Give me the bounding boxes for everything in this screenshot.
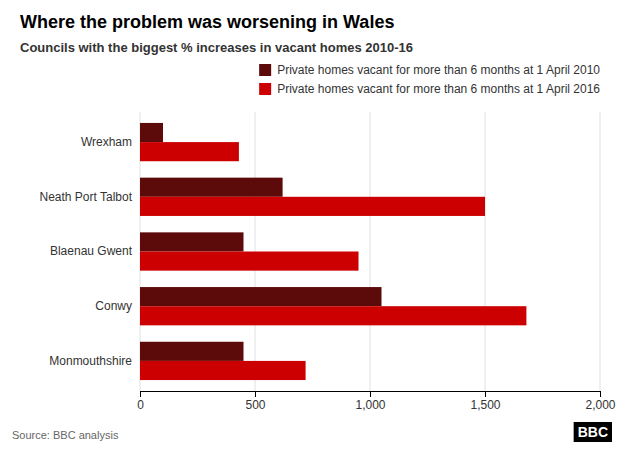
- x-tick: 0: [137, 391, 144, 412]
- chart: Where the problem was worsening in Wales…: [0, 0, 624, 449]
- bar: [140, 361, 306, 380]
- bars: [140, 123, 526, 380]
- y-tick-label: Neath Port Talbot: [39, 190, 132, 204]
- x-tick: 1,500: [470, 391, 500, 412]
- y-axis: Wrexham Neath Port Talbot Blaenau Gwent Con…: [39, 135, 140, 368]
- x-tick-mark: [140, 391, 141, 397]
- plot-area: 0 500 1,000 1,500 2,000 Wrexham Neath Port Tal…: [39, 112, 615, 412]
- source: Source: BBC analysis: [12, 429, 119, 441]
- y-tick-label: Blaenau Gwent: [50, 244, 133, 258]
- y-tick-label: Wrexham: [81, 135, 132, 149]
- logo: BBC: [574, 422, 612, 442]
- x-tick-mark: [485, 391, 486, 397]
- bar: [140, 306, 526, 325]
- x-axis: 0 500 1,000 1,500 2,000: [137, 391, 616, 412]
- legend-label: Private homes vacant for more than 6 mon…: [277, 82, 600, 96]
- y-tick: Conwy: [95, 299, 140, 313]
- grid-line: [485, 112, 486, 391]
- x-tick-label: 1,000: [355, 398, 385, 412]
- x-tick-mark: [255, 391, 256, 397]
- x-tick: 1,000: [355, 391, 385, 412]
- series: [140, 142, 526, 380]
- y-tick: Monmouthshire: [49, 354, 140, 368]
- title: Where the problem was worsening in Wales: [20, 12, 394, 32]
- x-tick-label: 0: [137, 398, 144, 412]
- legend: Private homes vacant for more than 6 mon…: [259, 63, 600, 96]
- bar: [140, 123, 163, 142]
- grid-line: [600, 112, 601, 391]
- bar: [140, 252, 359, 271]
- y-tick: Wrexham: [81, 135, 140, 149]
- grid: [140, 112, 600, 391]
- legend-label: Private homes vacant for more than 6 mon…: [277, 63, 600, 77]
- x-tick-label: 500: [245, 398, 265, 412]
- legend-swatch: [259, 83, 271, 95]
- y-tick: Neath Port Talbot: [39, 190, 140, 204]
- x-axis-line: [141, 392, 601, 398]
- x-tick-mark: [370, 391, 371, 397]
- y-tick-label: Conwy: [95, 299, 132, 313]
- legend-item: Private homes vacant for more than 6 mon…: [259, 82, 600, 96]
- subtitle: Councils with the biggest % increases in…: [20, 40, 413, 55]
- y-tick: Blaenau Gwent: [50, 244, 140, 258]
- bar: [140, 232, 244, 251]
- bar: [140, 287, 382, 306]
- legend-swatch: [259, 64, 271, 76]
- bar: [140, 178, 283, 197]
- x-tick: 500: [245, 391, 265, 412]
- bar: [140, 142, 239, 161]
- logo-text: BBC: [578, 424, 608, 440]
- legend-item: Private homes vacant for more than 6 mon…: [259, 63, 600, 77]
- y-tick-label: Monmouthshire: [49, 354, 132, 368]
- grid-line: [370, 112, 371, 391]
- x-tick-mark: [600, 391, 601, 397]
- x-tick: 2,000: [585, 391, 615, 412]
- bar: [140, 197, 485, 216]
- logo-box: [574, 422, 612, 442]
- bar: [140, 342, 244, 361]
- x-tick-label: 2,000: [585, 398, 615, 412]
- x-tick-label: 1,500: [470, 398, 500, 412]
